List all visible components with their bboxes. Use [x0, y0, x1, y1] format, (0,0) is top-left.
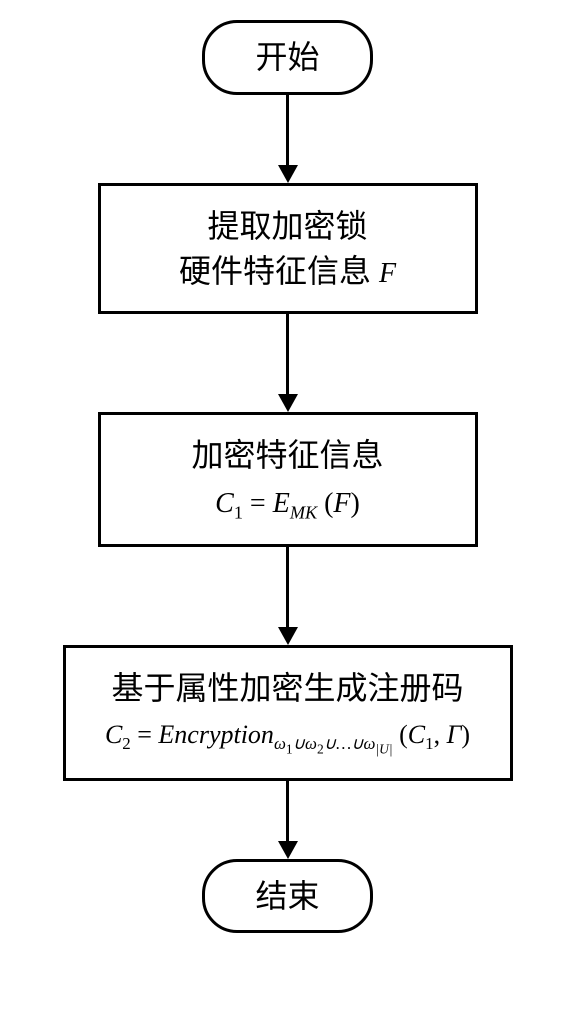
arrow-1	[278, 95, 298, 183]
arrow-line	[286, 781, 289, 841]
arrow-head-icon	[278, 165, 298, 183]
extract-line1: 提取加密锁	[129, 204, 447, 249]
arrow-4	[278, 781, 298, 859]
flowchart-container: 开始 提取加密锁 硬件特征信息 F 硬件特征信息 F 加密特征信息 C1 = E…	[63, 20, 513, 933]
encrypt-feature-label: 加密特征信息	[129, 433, 447, 478]
encrypt-feature-node: 加密特征信息 C1 = EMK (F)	[98, 412, 478, 547]
arrow-line	[286, 314, 289, 394]
start-label: 开始	[255, 35, 319, 80]
start-node: 开始	[202, 20, 372, 95]
arrow-2	[278, 314, 298, 412]
extract-node: 提取加密锁 硬件特征信息 F 硬件特征信息 F	[98, 183, 478, 315]
abe-regcode-label: 基于属性加密生成注册码	[86, 666, 490, 711]
end-label: 结束	[255, 874, 319, 919]
extract-line2: 硬件特征信息 F 硬件特征信息 F	[129, 249, 447, 294]
end-node: 结束	[202, 859, 372, 934]
encrypt-feature-formula: C1 = EMK (F)	[129, 484, 447, 526]
arrow-head-icon	[278, 394, 298, 412]
arrow-line	[286, 95, 289, 165]
arrow-head-icon	[278, 627, 298, 645]
arrow-3	[278, 547, 298, 645]
abe-regcode-node: 基于属性加密生成注册码 C2 = Encryptionω1∪ω2∪…∪ω|U| …	[63, 645, 513, 780]
arrow-line	[286, 547, 289, 627]
abe-regcode-formula: C2 = Encryptionω1∪ω2∪…∪ω|U| (C1, Γ)	[86, 717, 490, 759]
arrow-head-icon	[278, 841, 298, 859]
